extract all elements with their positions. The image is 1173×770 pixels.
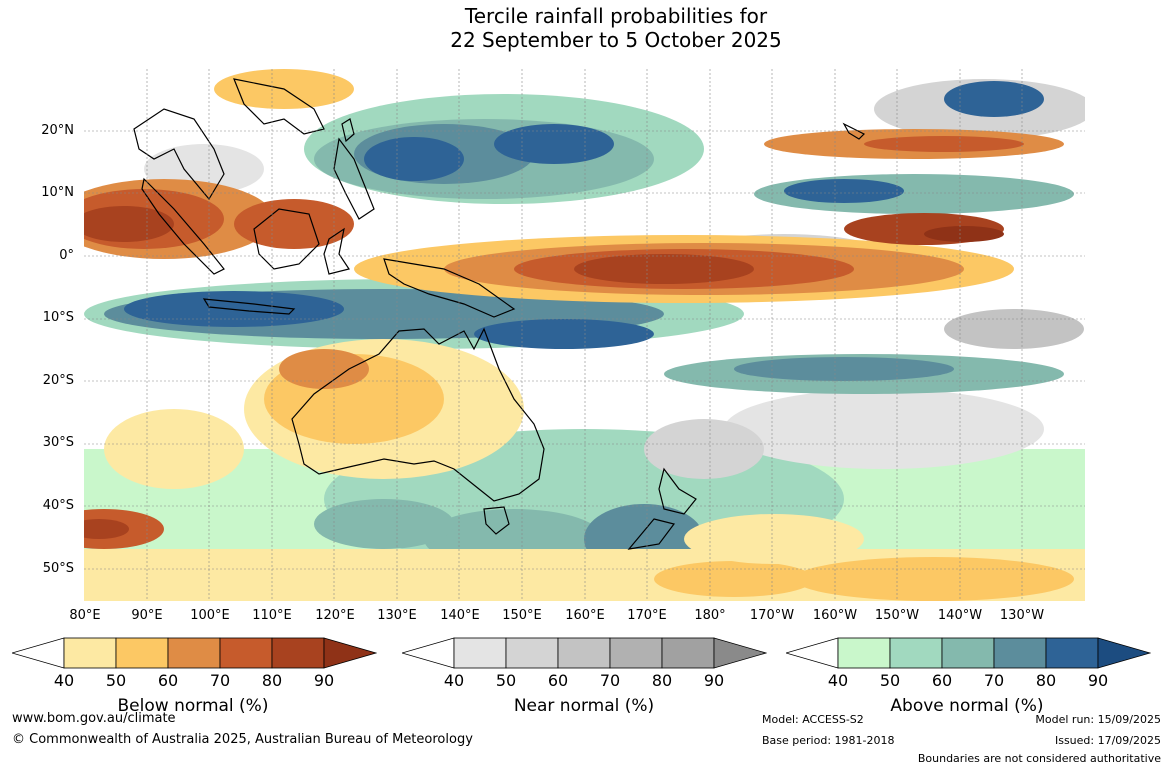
website-link[interactable]: www.bom.gov.au/climate: [12, 711, 176, 726]
colorbar-segment: [661, 637, 715, 669]
title-line-2: 22 September to 5 October 2025: [450, 28, 782, 52]
colorbar-segment: [167, 637, 221, 669]
colorbar-segment: [557, 637, 611, 669]
graticule: [84, 69, 1085, 601]
colorbar-tick-label: 40: [53, 671, 75, 690]
colorbar-max-arrow: [1097, 637, 1151, 669]
colorbar-tick-label: 70: [983, 671, 1005, 690]
colorbar-segment: [889, 637, 943, 669]
lat-label-20s: 20°S: [42, 373, 74, 388]
lon-label-150e: 150°E: [502, 608, 542, 623]
colorbar-tick-label: 60: [931, 671, 953, 690]
colorbar-tick-label: 80: [1035, 671, 1057, 690]
lon-label-90e: 90°E: [131, 608, 163, 623]
near-normal-colorbar: [402, 637, 767, 669]
china-coastline: [233, 78, 325, 135]
colorbar-max-arrow: [713, 637, 767, 669]
model-run: Model run: 15/09/2025: [1035, 713, 1161, 726]
title-line-1: Tercile rainfall probabilities for: [464, 4, 768, 28]
colorbar-tick-label: 70: [599, 671, 621, 690]
lon-label-170w: 170°W: [749, 608, 795, 623]
map-title: Tercile rainfall probabilities for 22 Se…: [0, 4, 1173, 52]
colorbar-tick-label: 80: [651, 671, 673, 690]
new-guinea-coastline: [383, 258, 516, 318]
borneo-coastline: [253, 208, 320, 270]
colorbar-tick-label: 70: [209, 671, 231, 690]
colorbar-segment: [993, 637, 1047, 669]
colorbar-tick-label: 90: [1087, 671, 1109, 690]
colorbar-segment: [453, 637, 507, 669]
below-normal-colorbar: [12, 637, 377, 669]
issued-date: Issued: 17/09/2025: [1054, 734, 1161, 747]
lon-label-100e: 100°E: [190, 608, 230, 623]
lon-label-130e: 130°E: [377, 608, 417, 623]
colorbar-segment: [115, 637, 169, 669]
probability-shading: [84, 69, 1085, 601]
lon-label-150w: 150°W: [874, 608, 920, 623]
lat-label-40s: 40°S: [42, 498, 74, 513]
colorbar-tick-label: 60: [547, 671, 569, 690]
lon-label-110e: 110°E: [252, 608, 292, 623]
colorbar-segment: [63, 637, 117, 669]
lat-label-10n: 10°N: [41, 185, 74, 200]
colorbar-min-arrow: [786, 637, 839, 669]
lon-label-160w: 160°W: [812, 608, 858, 623]
sumatra-coastline: [141, 177, 225, 275]
boundary-disclaimer: Boundaries are not considered authoritat…: [917, 752, 1161, 765]
colorbar-tick-label: 90: [313, 671, 335, 690]
lon-label-130w: 130°W: [999, 608, 1045, 623]
colorbar-min-arrow: [402, 637, 455, 669]
sulawesi-coastline: [323, 227, 350, 275]
colorbar-tick-label: 50: [495, 671, 517, 690]
colorbar-tick-label: 40: [827, 671, 849, 690]
colorbar-segment: [837, 637, 891, 669]
colorbar-tick-label: 40: [443, 671, 465, 690]
colorbar-segment: [505, 637, 559, 669]
colorbar-segment: [609, 637, 663, 669]
colorbar-tick-label: 90: [703, 671, 725, 690]
colorbar-tick-label: 80: [261, 671, 283, 690]
lat-label-30s: 30°S: [42, 435, 74, 450]
copyright-text: © Commonwealth of Australia 2025, Austra…: [12, 732, 473, 747]
lon-label-140w: 140°W: [937, 608, 983, 623]
colorbar-tick-label: 50: [105, 671, 127, 690]
lon-label-170e: 170°E: [627, 608, 667, 623]
colorbar-max-arrow: [323, 637, 377, 669]
rainfall-probability-map: [84, 69, 1085, 601]
lat-label-20n: 20°N: [41, 123, 74, 138]
lon-label-160e: 160°E: [565, 608, 605, 623]
new-zealand-coastline: [627, 467, 697, 550]
below-normal-title: Below normal (%): [117, 696, 269, 716]
lon-label-180: 180°: [694, 608, 726, 623]
hawaii-coastline: [842, 122, 866, 140]
colorbar-segment: [941, 637, 995, 669]
above-normal-colorbar: [786, 637, 1151, 669]
lon-label-80e: 80°E: [69, 608, 101, 623]
above-normal-title: Above normal (%): [890, 696, 1044, 716]
colorbar-segment: [271, 637, 325, 669]
australia-coastline: [291, 327, 545, 502]
tasmania-coastline: [483, 506, 510, 535]
model-name: Model: ACCESS-S2: [762, 713, 864, 726]
taiwan-coastline: [341, 118, 355, 143]
colorbar-tick-label: 50: [879, 671, 901, 690]
philippines-coastline: [333, 137, 375, 220]
lat-label-10s: 10°S: [42, 310, 74, 325]
colorbar-segment: [219, 637, 273, 669]
colorbar-segment: [1045, 637, 1099, 669]
near-normal-title: Near normal (%): [513, 696, 655, 716]
lat-label-50s: 50°S: [42, 561, 74, 576]
base-period: Base period: 1981-2018: [762, 734, 895, 747]
colorbar-tick-label: 60: [157, 671, 179, 690]
lat-label-0: 0°: [59, 248, 74, 263]
lon-label-120e: 120°E: [315, 608, 355, 623]
colorbar-min-arrow: [12, 637, 65, 669]
lon-label-140e: 140°E: [440, 608, 480, 623]
